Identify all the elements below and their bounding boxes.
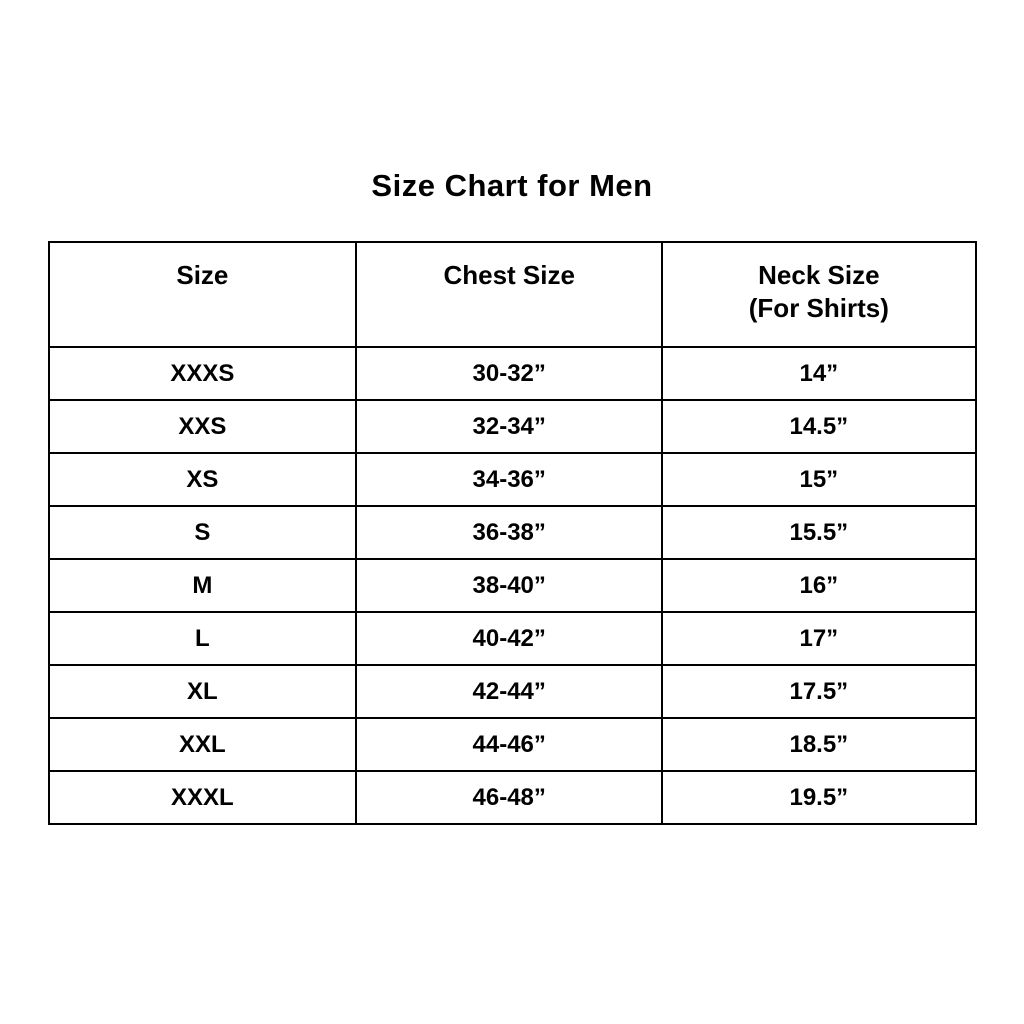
- table-row: XXL 44-46” 18.5”: [47, 717, 977, 772]
- chest-cell: 30-32”: [355, 346, 664, 401]
- table-row: L 40-42” 17”: [47, 611, 977, 666]
- table-row: S 36-38” 15.5”: [47, 505, 977, 560]
- table-row: XXXL 46-48” 19.5”: [47, 770, 977, 825]
- neck-cell: 14.5”: [661, 399, 977, 454]
- header-chest: Chest Size: [355, 241, 664, 348]
- size-cell: XXXS: [47, 346, 358, 401]
- size-cell: S: [47, 505, 358, 560]
- chest-cell: 38-40”: [355, 558, 664, 613]
- size-cell: M: [47, 558, 358, 613]
- header-neck-label-line1: Neck Size: [758, 260, 880, 290]
- size-cell: XS: [47, 452, 358, 507]
- neck-cell: 18.5”: [661, 717, 977, 772]
- chest-cell: 34-36”: [355, 452, 664, 507]
- chest-cell: 42-44”: [355, 664, 664, 719]
- size-cell: XXXL: [47, 770, 358, 825]
- header-neck-label-line2: (For Shirts): [748, 293, 889, 323]
- table-row: XXS 32-34” 14.5”: [47, 399, 977, 454]
- size-chart-table: Size Chest Size Neck Size (For Shirts) X…: [47, 241, 977, 825]
- size-cell: L: [47, 611, 358, 666]
- neck-cell: 15”: [661, 452, 977, 507]
- neck-cell: 17”: [661, 611, 977, 666]
- chest-cell: 44-46”: [355, 717, 664, 772]
- table-row: XS 34-36” 15”: [47, 452, 977, 507]
- header-size-label: Size: [176, 260, 229, 290]
- table-row: XL 42-44” 17.5”: [47, 664, 977, 719]
- chest-cell: 40-42”: [355, 611, 664, 666]
- page-title: Size Chart for Men: [371, 168, 653, 203]
- chest-cell: 46-48”: [355, 770, 664, 825]
- table-row: XXXS 30-32” 14”: [47, 346, 977, 401]
- size-cell: XL: [47, 664, 358, 719]
- header-size: Size: [47, 241, 358, 348]
- chest-cell: 36-38”: [355, 505, 664, 560]
- header-neck: Neck Size (For Shirts): [661, 241, 977, 348]
- neck-cell: 19.5”: [661, 770, 977, 825]
- neck-cell: 14”: [661, 346, 977, 401]
- header-row: Size Chest Size Neck Size (For Shirts): [47, 241, 977, 348]
- size-cell: XXL: [47, 717, 358, 772]
- size-cell: XXS: [47, 399, 358, 454]
- table-row: M 38-40” 16”: [47, 558, 977, 613]
- chest-cell: 32-34”: [355, 399, 664, 454]
- neck-cell: 16”: [661, 558, 977, 613]
- neck-cell: 15.5”: [661, 505, 977, 560]
- neck-cell: 17.5”: [661, 664, 977, 719]
- header-chest-label: Chest Size: [443, 260, 575, 290]
